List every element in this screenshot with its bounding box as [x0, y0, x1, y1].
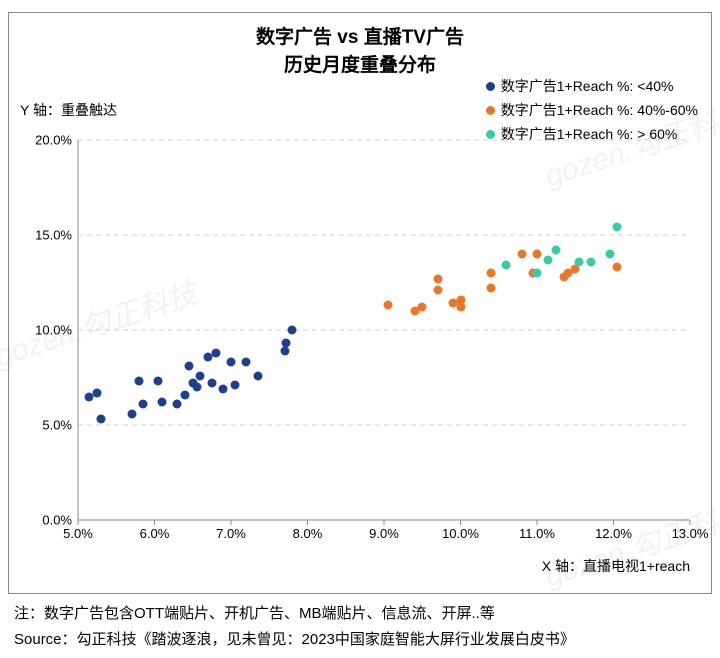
- footnote-note: 注：数字广告包含OTT端贴片、开机广告、MB端贴片、信息流、开屏..等: [14, 602, 495, 623]
- data-point: [533, 250, 542, 259]
- x-tick-label: 6.0%: [140, 526, 170, 541]
- data-point: [605, 250, 614, 259]
- data-point: [502, 261, 511, 270]
- data-point: [586, 257, 595, 266]
- legend: 数字广告1+Reach %: <40% 数字广告1+Reach %: 40%-6…: [486, 76, 698, 148]
- data-point: [418, 303, 427, 312]
- data-point: [517, 250, 526, 259]
- data-point: [433, 286, 442, 295]
- x-tick-label: 11.0%: [519, 526, 555, 541]
- legend-dot-icon: [486, 130, 495, 139]
- data-point: [139, 400, 148, 409]
- data-point: [230, 381, 239, 390]
- footnote-source: Source：勾正科技《踏波逐浪，见未曾见：2023中国家庭智能大屏行业发展白皮…: [14, 628, 575, 649]
- data-point: [487, 284, 496, 293]
- data-point: [173, 400, 182, 409]
- data-point: [242, 358, 251, 367]
- chart-title-line2: 历史月度重叠分布: [0, 50, 720, 77]
- x-tick-label: 8.0%: [293, 526, 323, 541]
- legend-item: 数字广告1+Reach %: <40%: [486, 76, 698, 96]
- data-point: [544, 255, 553, 264]
- data-point: [135, 377, 144, 386]
- legend-label: 数字广告1+Reach %: 40%-60%: [501, 100, 698, 120]
- y-tick-label: 10.0%: [35, 323, 72, 338]
- legend-dot-icon: [486, 82, 495, 91]
- data-point: [282, 339, 291, 348]
- data-point: [93, 388, 102, 397]
- data-point: [487, 269, 496, 278]
- y-tick-label: 5.0%: [42, 418, 72, 433]
- data-point: [127, 409, 136, 418]
- x-tick-label: 7.0%: [216, 526, 246, 541]
- data-point: [196, 371, 205, 380]
- plot-svg: [78, 140, 690, 520]
- data-point: [613, 223, 622, 232]
- data-point: [227, 358, 236, 367]
- x-tick-label: 12.0%: [595, 526, 632, 541]
- data-point: [613, 263, 622, 272]
- data-point: [288, 326, 297, 335]
- data-point: [575, 257, 584, 266]
- data-point: [219, 384, 228, 393]
- data-point: [253, 371, 262, 380]
- data-point: [211, 348, 220, 357]
- x-tick-label: 9.0%: [369, 526, 399, 541]
- data-point: [184, 362, 193, 371]
- x-axis-title: X 轴：直播电视1+reach: [542, 556, 690, 576]
- data-point: [433, 274, 442, 283]
- data-point: [96, 415, 105, 424]
- data-point: [552, 246, 561, 255]
- chart-title-line1: 数字广告 vs 直播TV广告: [0, 22, 720, 49]
- chart-container: 数字广告 vs 直播TV广告 历史月度重叠分布 数字广告1+Reach %: <…: [0, 0, 720, 658]
- data-point: [456, 303, 465, 312]
- data-point: [158, 398, 167, 407]
- data-point: [383, 301, 392, 310]
- data-point: [192, 383, 201, 392]
- x-tick-label: 13.0%: [672, 526, 709, 541]
- data-point: [181, 390, 190, 399]
- y-tick-label: 20.0%: [35, 133, 72, 148]
- legend-item: 数字广告1+Reach %: 40%-60%: [486, 100, 698, 120]
- y-tick-label: 15.0%: [35, 228, 72, 243]
- y-axis-title: Y 轴：重叠触达: [20, 100, 117, 120]
- x-tick-label: 10.0%: [442, 526, 479, 541]
- x-tick-label: 5.0%: [63, 526, 93, 541]
- data-point: [154, 377, 163, 386]
- data-point: [533, 269, 542, 278]
- scatter-plot: 0.0%5.0%10.0%15.0%20.0%5.0%6.0%7.0%8.0%9…: [78, 140, 690, 520]
- data-point: [207, 379, 216, 388]
- legend-label: 数字广告1+Reach %: <40%: [501, 76, 674, 96]
- legend-dot-icon: [486, 106, 495, 115]
